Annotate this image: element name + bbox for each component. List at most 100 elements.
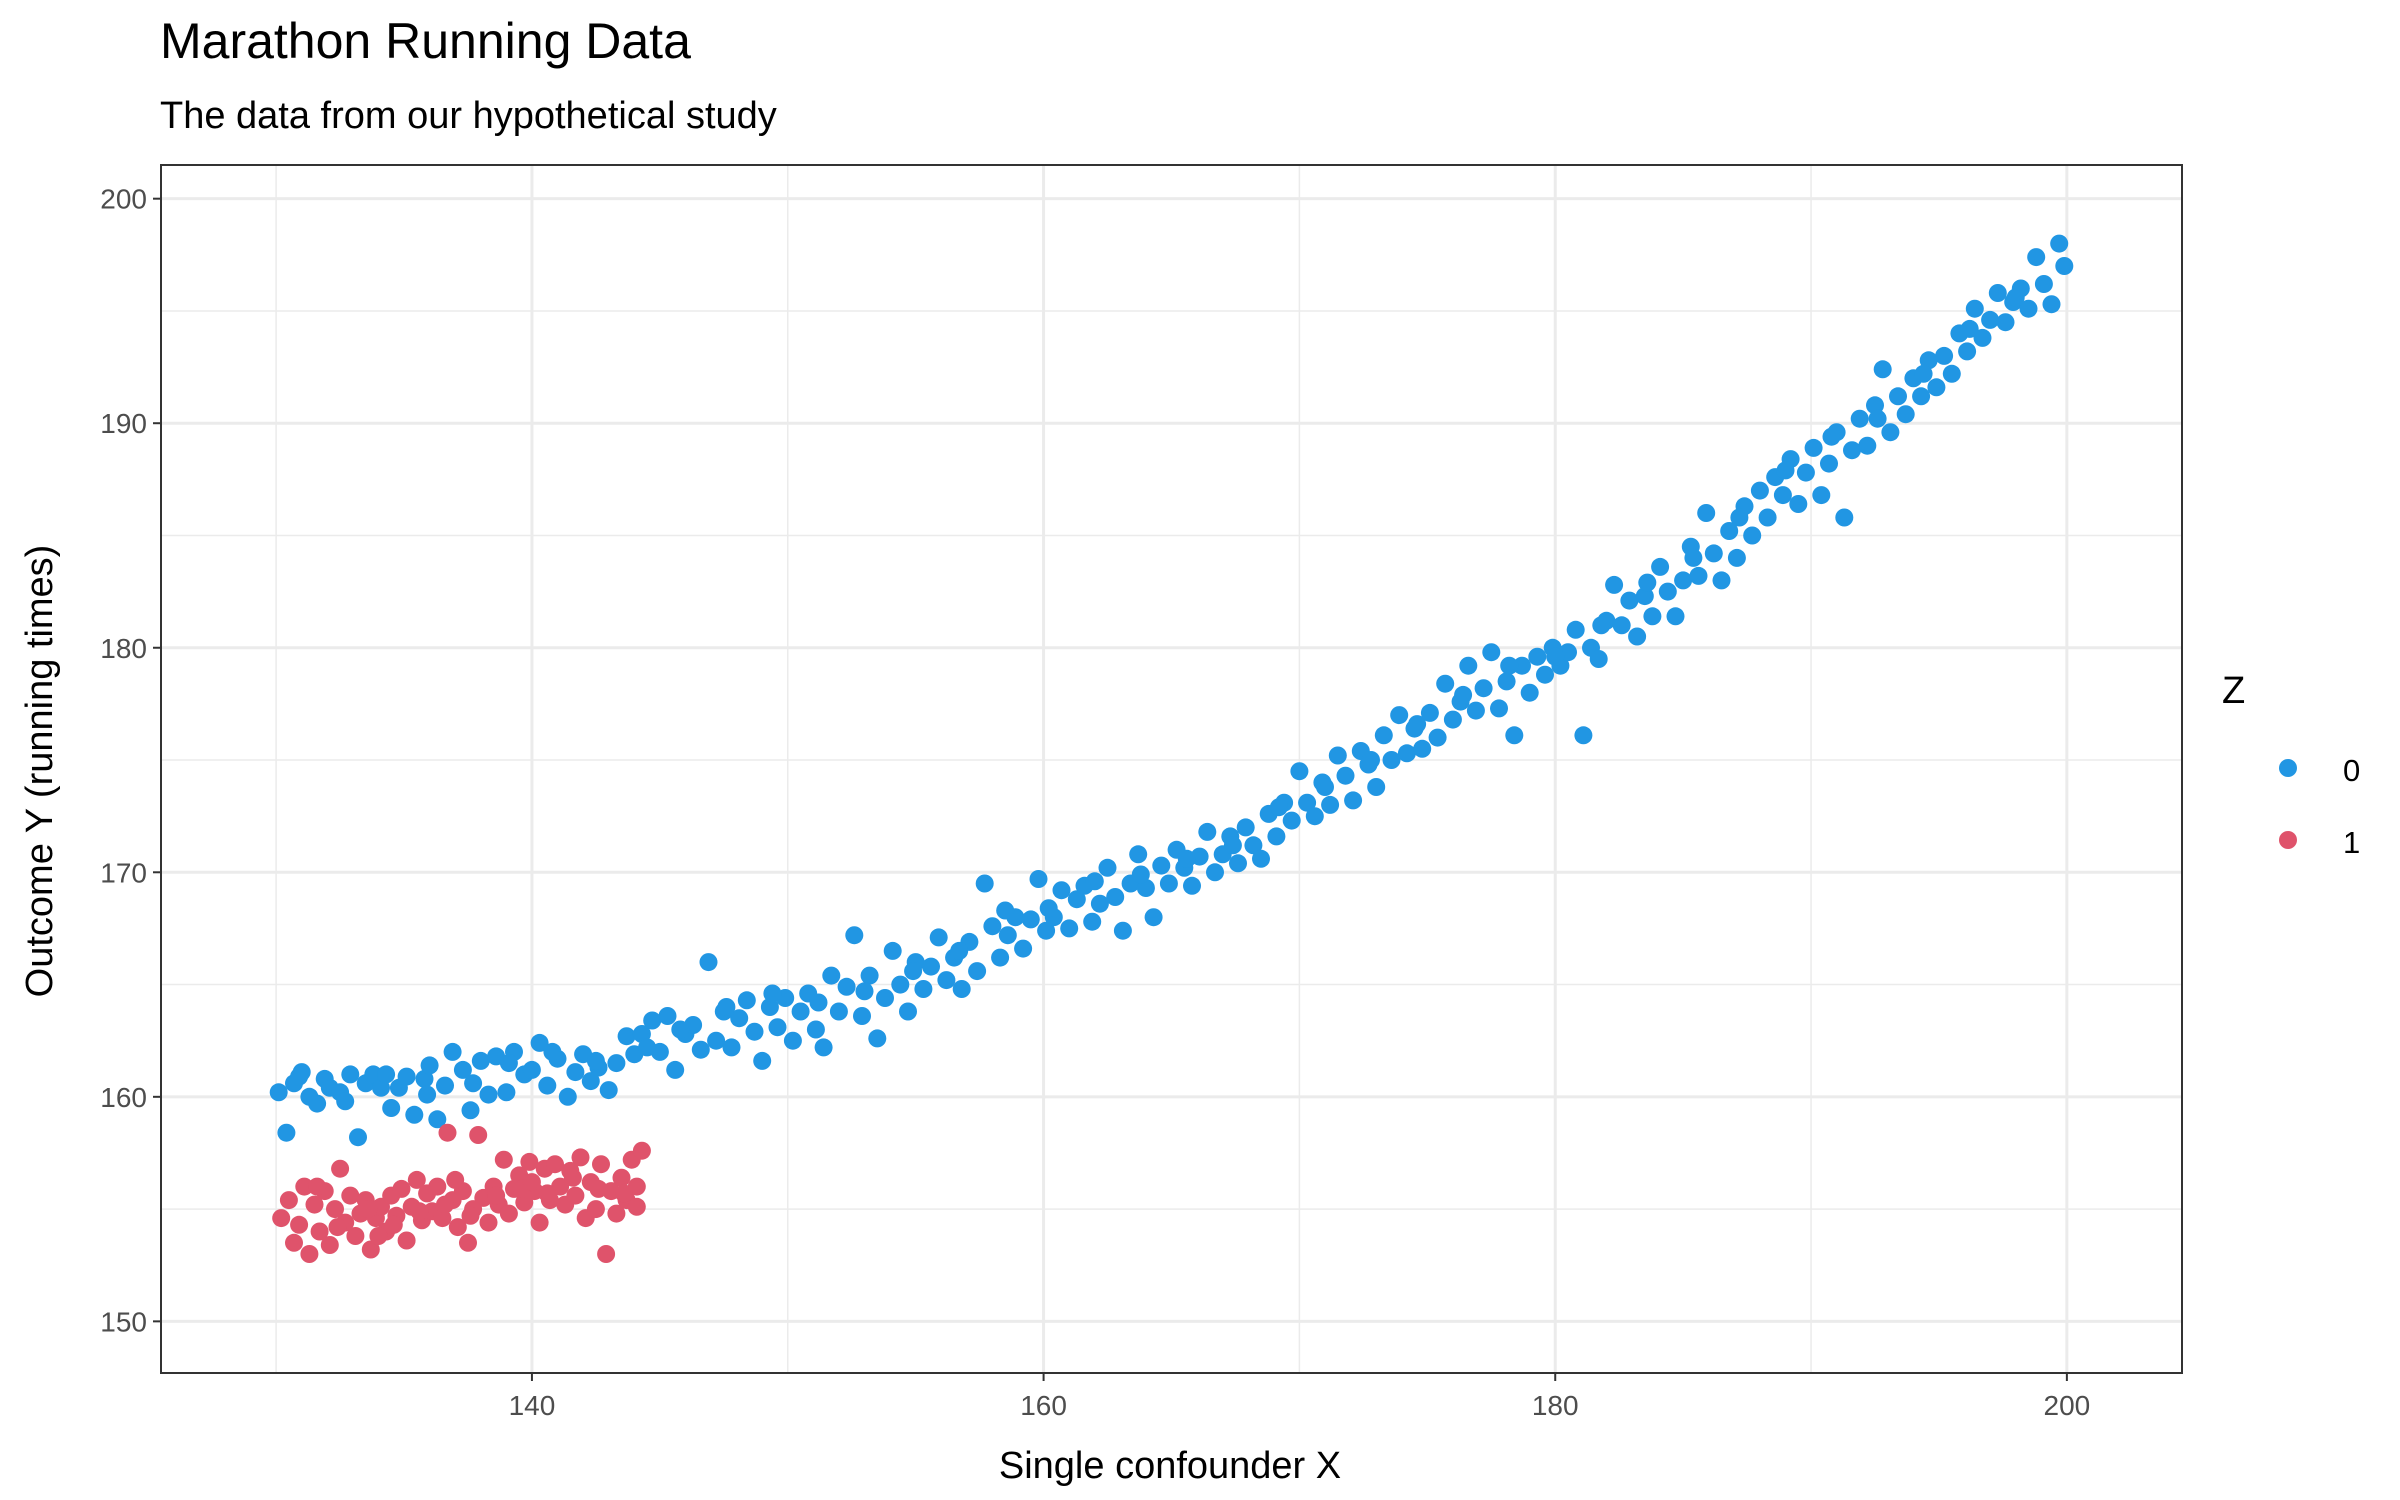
point-z0 [1223, 836, 1242, 855]
point-z0 [1919, 351, 1938, 370]
point-z0 [308, 1094, 327, 1113]
point-z0 [1060, 919, 1079, 938]
point-z0 [1085, 872, 1104, 891]
point-z0 [1773, 486, 1792, 505]
point-z1 [308, 1177, 327, 1196]
point-z0 [1835, 508, 1854, 527]
point-z0 [1244, 836, 1263, 855]
point-z0 [1500, 656, 1519, 675]
point-z0 [1620, 591, 1639, 610]
legend-entry-1: 1 [2279, 825, 2360, 860]
point-z1 [310, 1222, 329, 1241]
point-z0 [1935, 346, 1954, 365]
point-z1 [361, 1240, 380, 1259]
point-z0 [1789, 495, 1808, 513]
point-z0 [760, 998, 779, 1016]
point-z0 [1159, 874, 1178, 893]
point-z1 [597, 1245, 616, 1263]
point-z0 [1344, 791, 1363, 810]
point-z0 [922, 957, 940, 976]
point-z1 [328, 1218, 347, 1237]
point-z1 [494, 1150, 513, 1169]
point-z1 [479, 1213, 498, 1232]
point-z0 [1267, 827, 1286, 846]
point-z1 [397, 1231, 416, 1250]
point-z0 [277, 1123, 296, 1142]
point-z0 [1720, 522, 1739, 540]
point-z0 [904, 962, 923, 981]
point-z0 [1965, 299, 1984, 318]
point-z0 [1628, 627, 1647, 646]
point-z0 [891, 975, 910, 994]
y-tick-label: 200 [100, 184, 147, 215]
point-z1 [272, 1209, 291, 1228]
point-z0 [822, 966, 841, 985]
point-z0 [2034, 275, 2053, 293]
point-z0 [1536, 665, 1554, 684]
point-z0 [269, 1083, 288, 1102]
point-z0 [1490, 699, 1508, 718]
x-tick-label: 180 [1532, 1390, 1579, 1421]
point-z1 [320, 1236, 339, 1254]
point-z0 [566, 1063, 585, 1082]
point-z1 [522, 1173, 541, 1192]
point-z0 [658, 1007, 677, 1025]
point-z0 [1131, 865, 1150, 884]
point-z0 [1252, 849, 1270, 868]
point-z0 [666, 1060, 685, 1079]
point-z0 [868, 1029, 887, 1048]
point-z0 [638, 1038, 657, 1057]
point-z0 [1454, 685, 1473, 704]
point-z0 [453, 1060, 472, 1079]
point-z1 [331, 1159, 350, 1178]
point-z1 [295, 1177, 314, 1196]
legend-key-1 [2279, 831, 2297, 849]
point-z0 [1428, 728, 1447, 747]
point-z0 [1113, 921, 1132, 940]
point-z1 [326, 1200, 344, 1219]
point-z0 [530, 1033, 549, 1052]
point-z0 [1328, 746, 1347, 765]
point-z0 [1367, 778, 1386, 796]
point-z1 [612, 1168, 631, 1187]
y-tick-label: 160 [100, 1082, 147, 1113]
point-z0 [1505, 726, 1524, 745]
point-z0 [1674, 571, 1693, 590]
point-z1 [615, 1184, 633, 1203]
point-z1 [571, 1148, 590, 1167]
point-z0 [1697, 504, 1716, 522]
point-z0 [1638, 573, 1657, 592]
point-z0 [1466, 701, 1485, 720]
point-z0 [699, 953, 718, 972]
x-axis-label: Single confounder X [999, 1445, 1341, 1487]
point-z0 [543, 1042, 562, 1061]
point-z1 [369, 1227, 388, 1245]
point-z0 [1635, 587, 1654, 606]
point-z0 [420, 1056, 439, 1075]
point-z0 [914, 980, 933, 998]
point-z0 [499, 1054, 518, 1073]
point-z0 [1269, 798, 1288, 817]
point-z1 [586, 1200, 605, 1219]
point-z0 [341, 1065, 360, 1084]
point-z0 [1397, 744, 1416, 763]
point-z0 [983, 917, 1002, 936]
point-z0 [806, 1020, 825, 1039]
point-z0 [1804, 438, 1823, 457]
point-z1 [438, 1123, 457, 1142]
y-tick-label: 190 [100, 408, 147, 439]
point-z0 [377, 1065, 396, 1084]
point-z0 [418, 1085, 437, 1104]
point-z0 [753, 1051, 772, 1070]
point-z0 [1605, 575, 1624, 594]
point-z0 [1236, 818, 1255, 837]
point-z0 [937, 971, 956, 990]
legend-label-0: 0 [2343, 753, 2360, 788]
point-z1 [566, 1186, 585, 1205]
point-z0 [336, 1092, 355, 1111]
point-z0 [1520, 683, 1539, 702]
point-z0 [349, 1128, 367, 1147]
point-z1 [407, 1170, 426, 1189]
point-z1 [410, 1202, 429, 1221]
legend-key-0 [2279, 759, 2297, 777]
